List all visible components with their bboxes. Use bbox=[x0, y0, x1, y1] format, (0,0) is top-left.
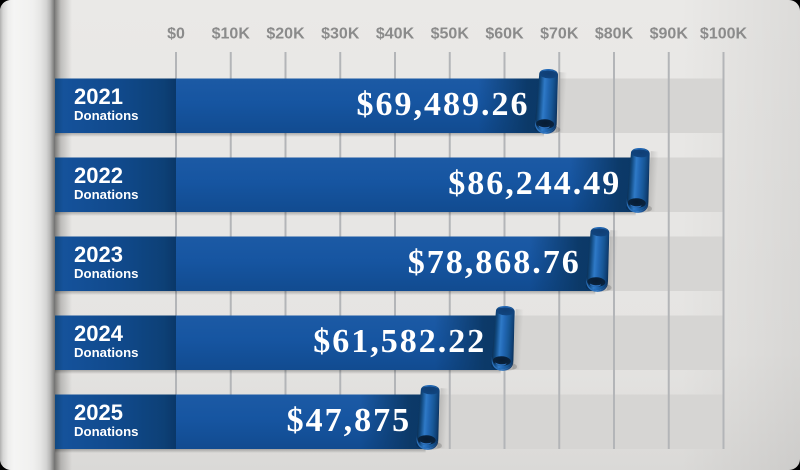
svg-text:$90K: $90K bbox=[650, 26, 689, 43]
svg-text:$61,582.22: $61,582.22 bbox=[313, 323, 486, 360]
svg-text:$86,244.49: $86,244.49 bbox=[448, 165, 621, 202]
svg-text:$50K: $50K bbox=[431, 26, 470, 43]
svg-text:$100K: $100K bbox=[700, 26, 748, 43]
svg-text:Donations: Donations bbox=[74, 108, 138, 123]
svg-text:$10K: $10K bbox=[212, 26, 251, 43]
svg-text:$47,875: $47,875 bbox=[287, 402, 412, 439]
svg-text:Donations: Donations bbox=[74, 424, 138, 439]
svg-text:$60K: $60K bbox=[485, 26, 524, 43]
svg-text:$78,868.76: $78,868.76 bbox=[408, 244, 581, 281]
svg-text:2021: 2021 bbox=[74, 84, 123, 109]
svg-text:2022: 2022 bbox=[74, 163, 123, 188]
svg-text:Donations: Donations bbox=[74, 187, 138, 202]
svg-text:Donations: Donations bbox=[74, 345, 138, 360]
svg-text:Donations: Donations bbox=[74, 266, 138, 281]
svg-text:$80K: $80K bbox=[595, 26, 634, 43]
svg-text:$70K: $70K bbox=[540, 26, 579, 43]
svg-text:$20K: $20K bbox=[266, 26, 305, 43]
svg-text:2024: 2024 bbox=[74, 321, 124, 346]
svg-text:$30K: $30K bbox=[321, 26, 360, 43]
svg-text:$69,489.26: $69,489.26 bbox=[357, 86, 530, 123]
svg-text:$0: $0 bbox=[167, 26, 185, 43]
svg-text:2023: 2023 bbox=[74, 242, 123, 267]
svg-text:$40K: $40K bbox=[376, 26, 415, 43]
svg-text:2025: 2025 bbox=[74, 400, 123, 425]
